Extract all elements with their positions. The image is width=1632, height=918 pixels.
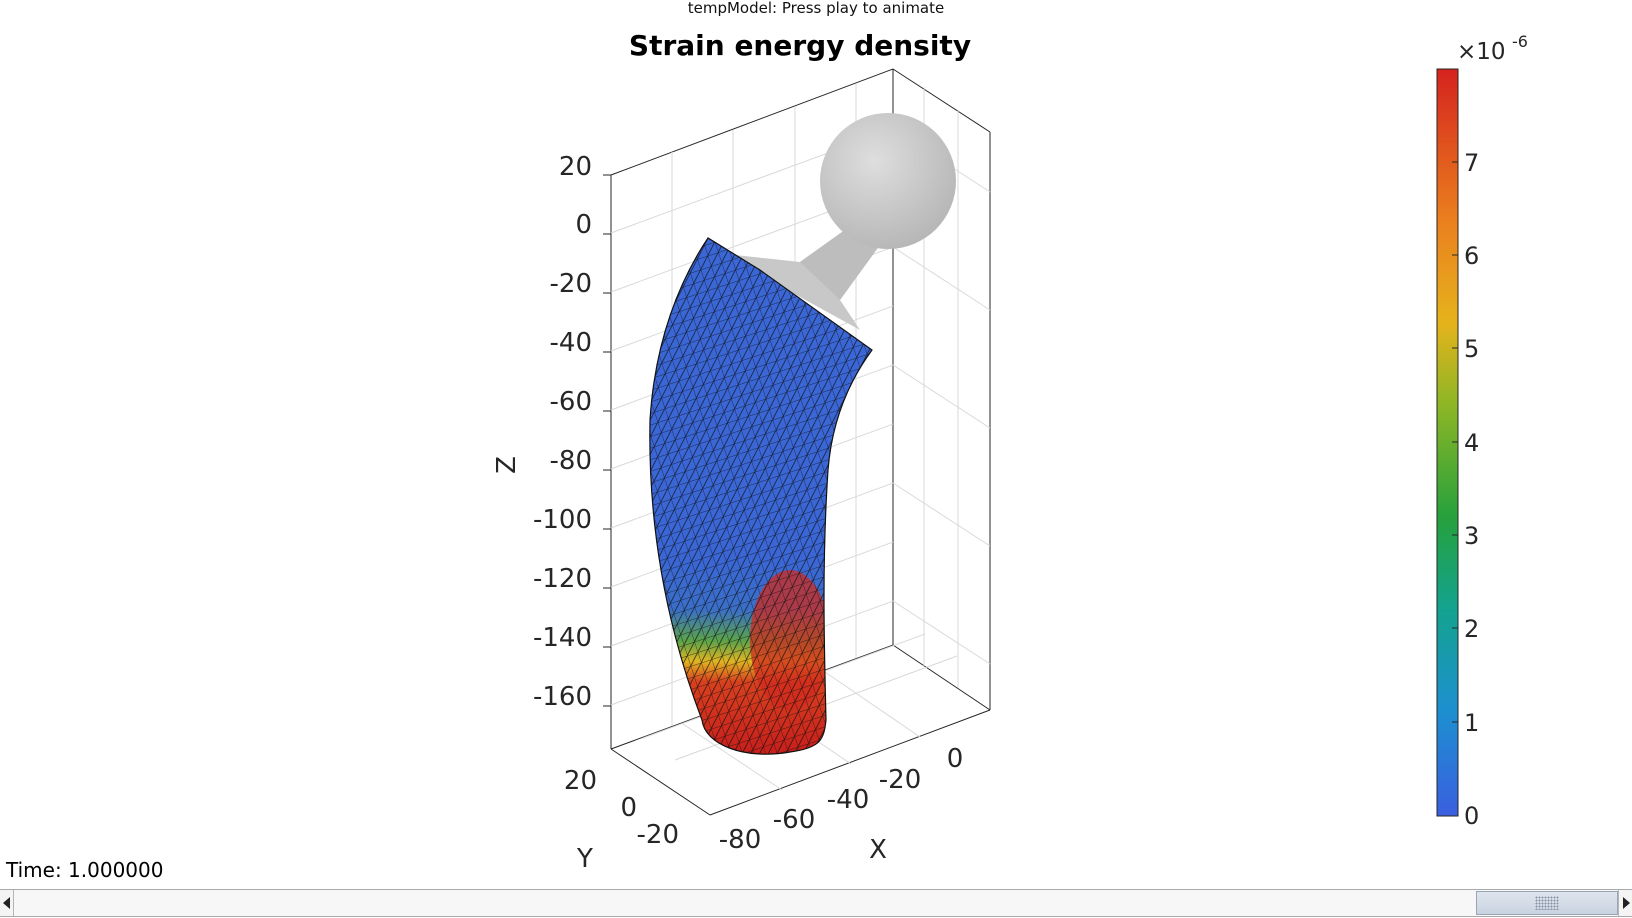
x-tick-label: 0: [947, 744, 964, 774]
plot-title: Strain energy density: [628, 29, 972, 62]
y-tick-label: -20: [637, 820, 679, 850]
colorbar[interactable]: 7 6 5 4 3 2 1 0 ×10 -6: [1436, 32, 1528, 830]
z-tick-label: -120: [533, 564, 592, 594]
z-tick-label: -140: [533, 623, 592, 653]
slider-thumb[interactable]: [1476, 891, 1618, 915]
colorbar-tick-label: 1: [1464, 709, 1479, 737]
z-tick-label: -60: [550, 387, 592, 417]
slider-left-arrow[interactable]: [0, 890, 14, 916]
z-axis-label: Z: [492, 456, 522, 474]
window-title: tempModel: Press play to animate: [687, 0, 945, 17]
slider-track[interactable]: [14, 890, 1618, 916]
slider-grip-icon: [1535, 896, 1559, 910]
colorbar-tick-label: 3: [1464, 522, 1479, 550]
x-tick-label: -20: [879, 765, 921, 795]
z-tick-label: -100: [533, 505, 592, 535]
slider-right-arrow[interactable]: [1618, 890, 1632, 916]
z-tick-label: -80: [550, 446, 592, 476]
z-tick-label: -20: [550, 269, 592, 299]
z-tick-label: 0: [575, 210, 592, 240]
colorbar-tick-label: 7: [1464, 149, 1479, 177]
colorbar-exponent-base: ×10: [1457, 39, 1506, 65]
animation-time-slider[interactable]: [0, 889, 1632, 917]
colorbar-exponent-power: -6: [1512, 32, 1528, 51]
colorbar-tick-label: 6: [1464, 242, 1479, 270]
time-readout: Time: 1.000000: [6, 858, 164, 882]
y-tick-label: 0: [620, 793, 637, 823]
z-tick-label: 20: [559, 152, 592, 182]
x-axis-label: X: [869, 835, 887, 865]
colorbar-tick-label: 2: [1464, 615, 1479, 643]
implant-prosthesis: [735, 113, 956, 330]
x-tick-label: -80: [719, 825, 761, 855]
figure-axes[interactable]: 20 0 -20 -40 -60 -80 -100 -120 -140 -160…: [0, 0, 1632, 880]
z-tick-marks: [603, 174, 611, 707]
z-tick-label: -160: [533, 682, 592, 712]
x-tick-label: -60: [773, 805, 815, 835]
x-tick-label: -40: [827, 785, 869, 815]
y-axis-label: Y: [576, 844, 593, 874]
colorbar-tick-label: 4: [1464, 429, 1479, 457]
colorbar-tick-label: 0: [1464, 802, 1479, 830]
z-tick-label: -40: [550, 328, 592, 358]
colorbar-tick-label: 5: [1464, 335, 1479, 363]
y-tick-label: 20: [564, 766, 597, 796]
